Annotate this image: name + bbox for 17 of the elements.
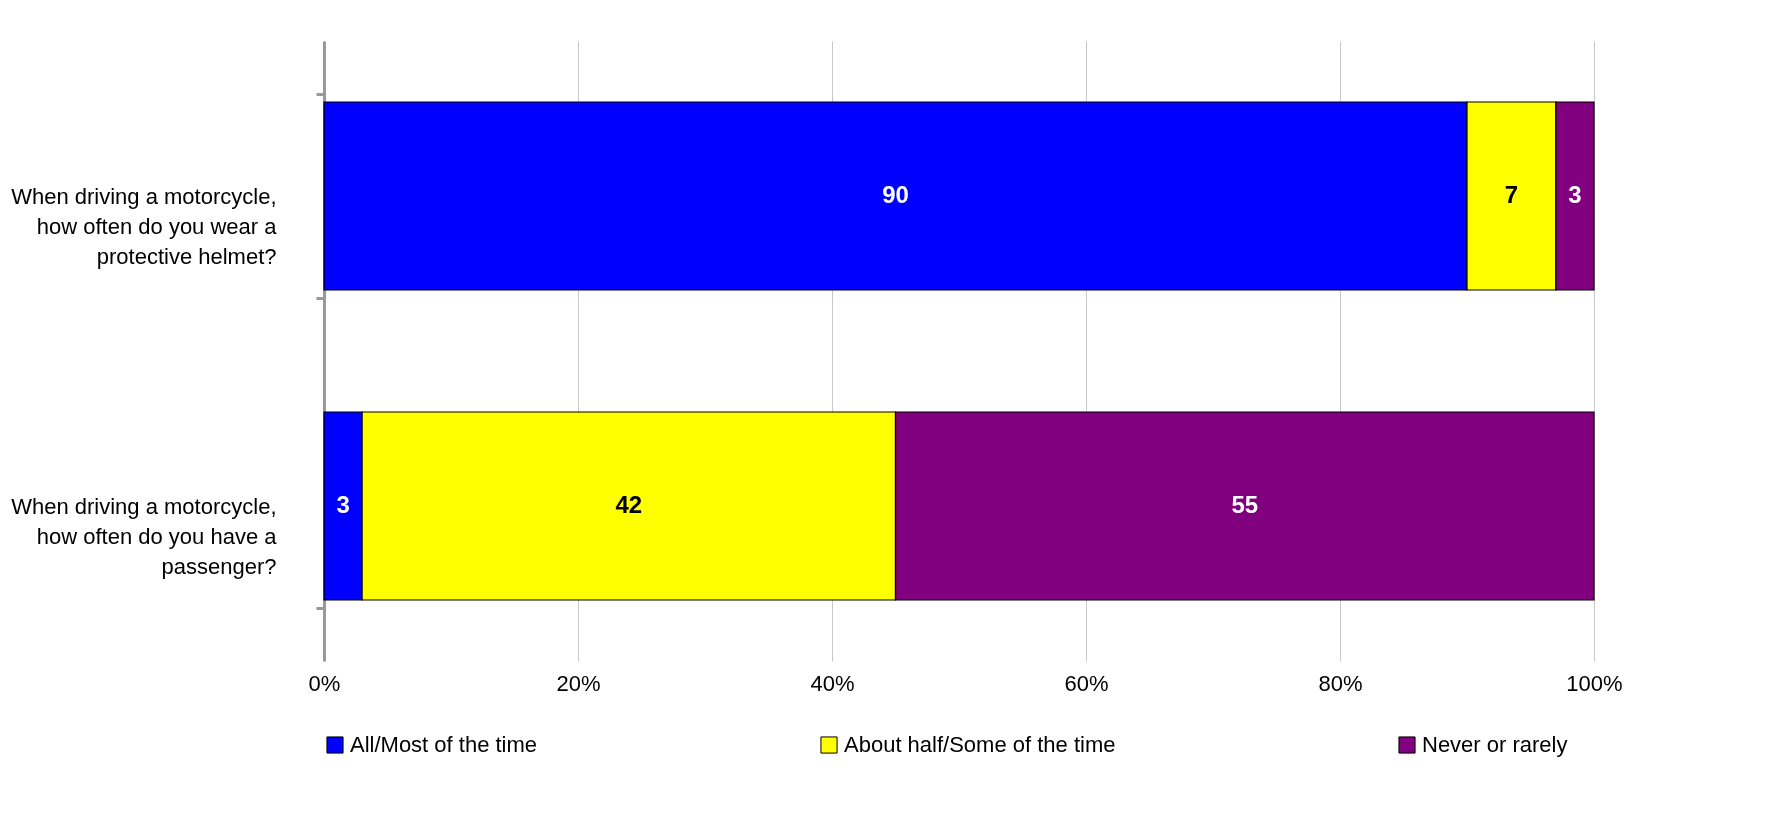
y-tick-label: When driving a motorcycle, how often do you wear a protective helmet?	[11, 183, 278, 269]
data-label: 55	[1231, 491, 1259, 518]
x-tick-label: 100%	[1566, 670, 1623, 696]
legend-label: All/Most of the time	[350, 732, 538, 757]
legend-label: Never or rarely	[1422, 732, 1568, 757]
x-tick-label: 20%	[556, 670, 601, 696]
y-tick-label: When driving a motorcycle, how often do you have a passenger?	[11, 493, 278, 579]
x-tick-label: 60%	[1064, 670, 1109, 696]
data-label: 90	[882, 181, 909, 208]
data-label: 42	[615, 491, 643, 518]
data-label: 3	[1568, 181, 1582, 208]
data-label: 3	[336, 491, 350, 518]
data-label: 7	[1504, 181, 1519, 208]
x-tick-label: 80%	[1318, 670, 1363, 696]
x-tick-label: 40%	[810, 670, 855, 696]
legend-label: About half/Some of the time	[844, 732, 1116, 757]
x-tick-label: 0%	[308, 670, 341, 696]
